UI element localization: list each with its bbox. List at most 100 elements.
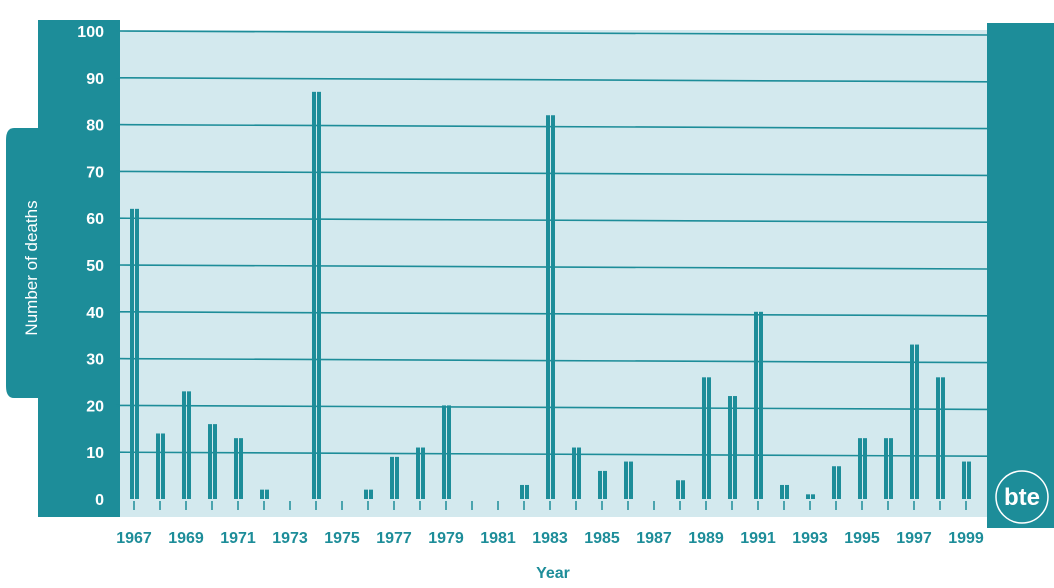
bar-strip <box>395 456 399 499</box>
y-tick-label: 60 <box>86 211 104 228</box>
bar-strip <box>941 377 945 499</box>
y-axis-label-tab <box>6 128 38 398</box>
bar <box>598 470 607 510</box>
bar-strip <box>754 311 758 499</box>
y-tick-labels: 0 10 20 30 40 50 60 70 80 90 100 <box>77 24 104 509</box>
bar-strip <box>936 377 940 499</box>
bar-strip <box>213 424 217 499</box>
x-tick-labels: 1967 1969 1971 1973 1975 1977 1979 1981 1983 1985… <box>116 530 984 547</box>
bar-strip <box>239 438 243 499</box>
x-tick-label: 1997 <box>896 530 932 547</box>
bar-strip <box>364 489 368 499</box>
bar-strip <box>161 433 165 499</box>
bar-strip <box>546 115 550 500</box>
bar-strip <box>603 470 607 499</box>
bar-strip <box>234 438 238 499</box>
bar-strip <box>390 456 394 499</box>
x-tick-label: 1989 <box>688 530 724 547</box>
bar-strip <box>811 494 815 499</box>
bar-strip <box>572 447 576 499</box>
bar <box>260 489 269 510</box>
bar-strip <box>806 494 810 499</box>
x-tick-label: 1999 <box>948 530 984 547</box>
bar-strip <box>551 115 555 500</box>
bar-strip <box>702 377 706 499</box>
bar-strip <box>707 377 711 499</box>
y-tick-label: 50 <box>86 258 104 275</box>
x-tick-label: 1991 <box>740 530 776 547</box>
bar <box>364 489 373 510</box>
bar <box>858 438 867 510</box>
y-tick-label: 0 <box>95 492 104 509</box>
x-tick-label: 1975 <box>324 530 360 547</box>
bar-strip <box>182 391 186 499</box>
y-axis-label: Number of deaths <box>22 200 41 335</box>
bar-strip <box>676 480 680 499</box>
bar-strip <box>889 438 893 499</box>
right-panel <box>987 23 1054 528</box>
x-axis-label: Year <box>536 565 570 582</box>
bar <box>962 461 971 510</box>
x-tick-label: 1977 <box>376 530 412 547</box>
bar <box>572 447 581 510</box>
bar-strip <box>728 396 732 499</box>
bar <box>624 461 633 510</box>
y-tick-label: 40 <box>86 305 104 322</box>
bar <box>676 480 685 510</box>
y-tick-label: 70 <box>86 164 104 181</box>
bar-strip <box>317 91 321 499</box>
bar <box>156 433 165 510</box>
bar-strip <box>187 391 191 499</box>
bar <box>520 484 529 510</box>
bar-strip <box>884 438 888 499</box>
bar-strip <box>967 461 971 499</box>
bar <box>910 344 919 510</box>
bar <box>234 438 243 510</box>
bar-strip <box>915 344 919 499</box>
bar-strip <box>832 466 836 499</box>
x-tick-label: 1967 <box>116 530 152 547</box>
bar-strip <box>863 438 867 499</box>
x-tick-label: 1973 <box>272 530 308 547</box>
bar <box>390 456 399 510</box>
y-tick-label: 10 <box>86 445 104 462</box>
bar-strip <box>577 447 581 499</box>
bar <box>130 208 139 510</box>
bar-strip <box>785 484 789 499</box>
bar-strip <box>858 438 862 499</box>
x-tick-label: 1969 <box>168 530 204 547</box>
x-tick-label: 1985 <box>584 530 620 547</box>
y-tick-label: 30 <box>86 352 104 369</box>
logo-text: bte <box>1004 484 1040 511</box>
bar-strip <box>962 461 966 499</box>
bar <box>780 484 789 510</box>
x-tick-label: 1987 <box>636 530 672 547</box>
y-tick-label: 90 <box>86 71 104 88</box>
bte-logo: bte <box>995 470 1049 524</box>
bar <box>806 494 815 510</box>
bar-strip <box>265 489 269 499</box>
y-tick-label: 100 <box>77 24 104 41</box>
x-tick-label: 1995 <box>844 530 880 547</box>
bar-strip <box>447 405 451 499</box>
bar-strip <box>525 484 529 499</box>
bar <box>442 405 451 510</box>
bar-strip <box>156 433 160 499</box>
bar-strip <box>733 396 737 499</box>
bar-strip <box>442 405 446 499</box>
y-tick-label: 20 <box>86 398 104 415</box>
bar-strip <box>520 484 524 499</box>
y-axis-panel <box>38 20 120 517</box>
bar-strip <box>208 424 212 499</box>
bar-strip <box>135 208 139 499</box>
bar-strip <box>624 461 628 499</box>
bar-strip <box>759 311 763 499</box>
bar-strip <box>369 489 373 499</box>
x-tick-label: 1981 <box>480 530 516 547</box>
x-tick-label: 1993 <box>792 530 828 547</box>
bar-strip <box>837 466 841 499</box>
bar-strip <box>681 480 685 499</box>
gridline <box>115 77 988 83</box>
bar-strip <box>260 489 264 499</box>
